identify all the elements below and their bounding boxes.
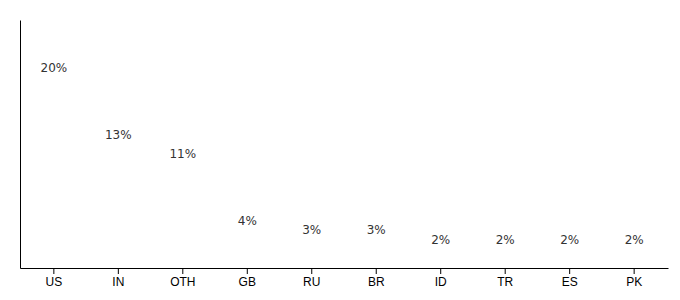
x-tick: OTH — [170, 268, 195, 289]
x-tick: GB — [239, 268, 256, 289]
y-axis — [20, 21, 21, 269]
x-tick-mark — [505, 268, 506, 274]
x-axis-line — [21, 268, 669, 269]
data-label: 3% — [367, 223, 386, 237]
x-tick-mark — [53, 268, 54, 274]
x-tick: BR — [368, 268, 385, 289]
x-tick: RU — [303, 268, 320, 289]
y-axis-line — [20, 21, 21, 269]
data-label: 13% — [105, 128, 132, 142]
chart: US IN OTH GB RU BR ID TR ES PK 20% 13% 11% 4% 3% 3% 2% 2%… — [0, 0, 680, 300]
data-label: 2% — [625, 233, 644, 247]
x-axis: US IN OTH GB RU BR ID TR ES PK — [21, 268, 669, 289]
x-tick-label: TR — [497, 275, 513, 289]
x-tick-label: IN — [112, 275, 124, 289]
x-tick-mark — [376, 268, 377, 274]
x-tick: ES — [562, 268, 578, 289]
x-tick-mark — [634, 268, 635, 274]
x-tick-label: OTH — [170, 275, 195, 289]
x-tick: PK — [626, 268, 642, 289]
data-labels: 20% 13% 11% 4% 3% 3% 2% 2% 2% 2% — [41, 61, 644, 247]
x-tick: TR — [497, 268, 513, 289]
x-tick: ID — [435, 268, 447, 289]
x-tick: IN — [112, 268, 124, 289]
x-tick-mark — [182, 268, 183, 274]
x-tick-mark — [311, 268, 312, 274]
x-tick-label: ES — [562, 275, 578, 289]
data-label: 3% — [302, 223, 321, 237]
data-label: 20% — [41, 61, 68, 75]
x-tick-label: PK — [626, 275, 642, 289]
x-tick-mark — [569, 268, 570, 274]
x-tick-label: ID — [435, 275, 447, 289]
data-label: 2% — [431, 233, 450, 247]
x-tick: US — [46, 268, 63, 289]
x-tick-label: RU — [303, 275, 320, 289]
x-tick-mark — [247, 268, 248, 274]
x-tick-label: US — [46, 275, 63, 289]
data-label: 2% — [496, 233, 515, 247]
plot: US IN OTH GB RU BR ID TR ES PK 20% 13% 11% 4% 3% 3% 2% 2%… — [21, 21, 669, 300]
data-label: 11% — [169, 147, 196, 161]
data-label: 4% — [238, 214, 257, 228]
x-tick-mark — [118, 268, 119, 274]
x-tick-label: GB — [239, 275, 256, 289]
data-label: 2% — [560, 233, 579, 247]
x-tick-label: BR — [368, 275, 385, 289]
x-tick-mark — [440, 268, 441, 274]
